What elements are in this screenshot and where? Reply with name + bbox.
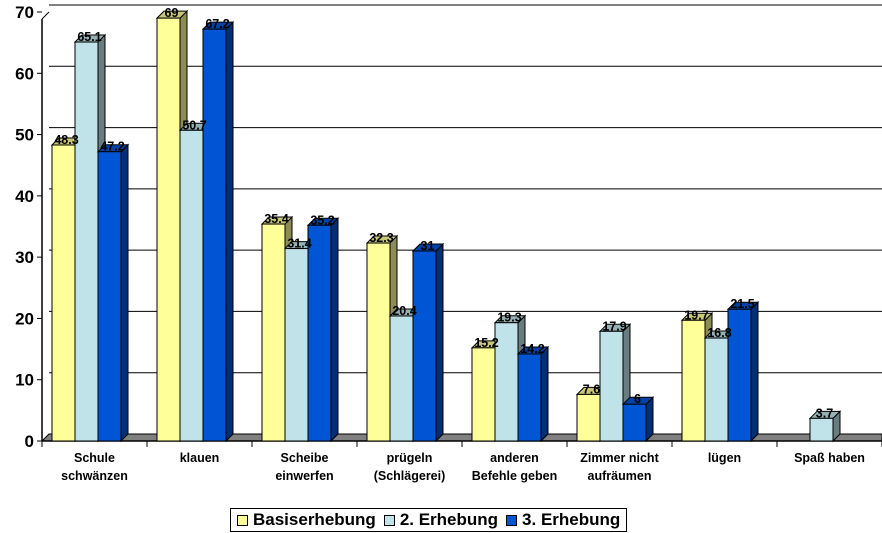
data-label: 16.8 bbox=[707, 326, 731, 340]
bar-front bbox=[366, 242, 391, 442]
data-label: 17.9 bbox=[602, 319, 626, 333]
bar-side bbox=[330, 217, 339, 443]
x-tick-label-line: anderen bbox=[490, 451, 539, 465]
data-label: 7.6 bbox=[583, 382, 600, 396]
data-label: 3.7 bbox=[816, 406, 833, 420]
x-tick-label-line: (Schlägerei) bbox=[374, 469, 446, 483]
bar-side bbox=[540, 345, 549, 443]
bar-front bbox=[412, 250, 437, 442]
bar bbox=[621, 396, 655, 443]
x-tick-label-line: schwänzen bbox=[61, 469, 128, 483]
x-tick-label-line: prügeln bbox=[387, 451, 433, 465]
x-tick-label: klauen bbox=[180, 451, 220, 465]
x-tick-label: Schule schwänzen bbox=[61, 451, 128, 483]
x-tick-label-line: lügen bbox=[708, 451, 741, 465]
y-axis-top-edge bbox=[41, 11, 50, 20]
data-label: 35.4 bbox=[264, 212, 288, 226]
y-tick-label: 0 bbox=[25, 432, 34, 451]
data-label: 31.4 bbox=[287, 237, 311, 251]
legend-swatch-3-erhebung bbox=[506, 514, 518, 526]
bar-front bbox=[809, 417, 834, 442]
data-label: 35.2 bbox=[310, 213, 334, 227]
bar-front bbox=[681, 319, 706, 442]
data-label: 50.7 bbox=[182, 118, 206, 132]
x-tick-label-line: Schule bbox=[74, 451, 115, 465]
data-label: 67.2 bbox=[205, 17, 229, 31]
bar-front bbox=[576, 393, 601, 442]
y-tick-label: 50 bbox=[15, 126, 34, 145]
data-label: 21.5 bbox=[730, 297, 754, 311]
bar-front bbox=[307, 224, 332, 442]
bar-front bbox=[389, 315, 414, 442]
bar bbox=[516, 345, 550, 443]
data-label: 6 bbox=[634, 392, 641, 406]
bar-front bbox=[74, 41, 99, 442]
legend-item-basiserhebung: Basiserhebung bbox=[237, 510, 376, 530]
legend-swatch-basiserhebung bbox=[237, 514, 248, 526]
bar bbox=[411, 242, 445, 443]
bar-side bbox=[435, 242, 444, 443]
data-label: 32.3 bbox=[369, 231, 393, 245]
bar-front bbox=[156, 17, 181, 442]
legend-label-basiserhebung: Basiserhebung bbox=[253, 510, 376, 529]
x-tick-label-line: einwerfen bbox=[275, 469, 333, 483]
bar-chart-svg: 0 10 20 30 40 50 60 70 Schule schwänzen klauen Sche… bbox=[15, 3, 882, 483]
bar-front bbox=[261, 223, 286, 442]
y-tick-label: 20 bbox=[15, 309, 34, 328]
x-tick-label-line: Befehle geben bbox=[472, 469, 557, 483]
bar-front bbox=[599, 330, 624, 442]
bar bbox=[201, 20, 235, 443]
y-tick-label: 10 bbox=[15, 371, 34, 390]
x-tick-label: Zimmer nicht aufräumen bbox=[580, 451, 659, 483]
x-tick-label: anderen Befehle geben bbox=[472, 451, 557, 483]
bar-front bbox=[471, 347, 496, 442]
legend-label-2-erhebung: 2. Erhebung bbox=[399, 510, 499, 529]
x-tick-label: Scheibe einwerfen bbox=[275, 451, 333, 483]
bar-front bbox=[727, 308, 752, 442]
data-label: 20.4 bbox=[392, 304, 416, 318]
bar bbox=[96, 143, 130, 443]
x-tick-label-line: klauen bbox=[180, 451, 220, 465]
bar-front bbox=[704, 337, 729, 442]
data-label: 31 bbox=[421, 239, 435, 253]
bar-front bbox=[179, 129, 204, 442]
x-tick-label: prügeln (Schlägerei) bbox=[374, 451, 446, 483]
bar-side bbox=[120, 143, 129, 443]
data-label: 47.2 bbox=[100, 140, 124, 154]
data-label: 19.7 bbox=[684, 308, 708, 322]
bar-front bbox=[51, 144, 76, 442]
bar-front bbox=[202, 28, 227, 442]
x-tick-label-line: Spaß haben bbox=[794, 451, 865, 465]
bar bbox=[808, 410, 842, 443]
x-tick-label-line: aufräumen bbox=[588, 469, 652, 483]
bar-front bbox=[284, 248, 309, 442]
data-label: 69 bbox=[165, 6, 179, 20]
y-tick-label: 40 bbox=[15, 187, 34, 206]
y-tick-label: 60 bbox=[15, 64, 34, 83]
legend-label-3-erhebung: 3. Erhebung bbox=[522, 510, 621, 529]
data-label: 19.3 bbox=[497, 311, 521, 325]
bar-side bbox=[750, 301, 759, 443]
bar bbox=[726, 301, 760, 443]
bar bbox=[306, 217, 340, 443]
x-tick-label: lügen bbox=[708, 451, 741, 465]
bar-side bbox=[225, 20, 234, 443]
x-tick-label-line: Zimmer nicht bbox=[580, 451, 659, 465]
x-tick-label-line: Scheibe bbox=[281, 451, 329, 465]
data-label: 65.1 bbox=[77, 30, 101, 44]
legend-swatch-2-erhebung bbox=[383, 514, 395, 526]
legend: Basiserhebung 2. Erhebung 3. Erhebung bbox=[230, 508, 628, 532]
legend-item-3-erhebung: 3. Erhebung bbox=[506, 510, 620, 530]
bar-front bbox=[622, 403, 647, 442]
bar-front bbox=[97, 151, 122, 442]
data-label: 15.2 bbox=[474, 336, 498, 350]
y-tick-label: 70 bbox=[15, 3, 34, 22]
data-label: 48.3 bbox=[54, 133, 78, 147]
x-tick-label: Spaß haben bbox=[794, 451, 865, 465]
bar-front bbox=[517, 353, 542, 442]
y-tick-label: 30 bbox=[15, 248, 34, 267]
legend-item-2-erhebung: 2. Erhebung bbox=[383, 510, 499, 530]
data-label: 14.2 bbox=[520, 342, 544, 356]
